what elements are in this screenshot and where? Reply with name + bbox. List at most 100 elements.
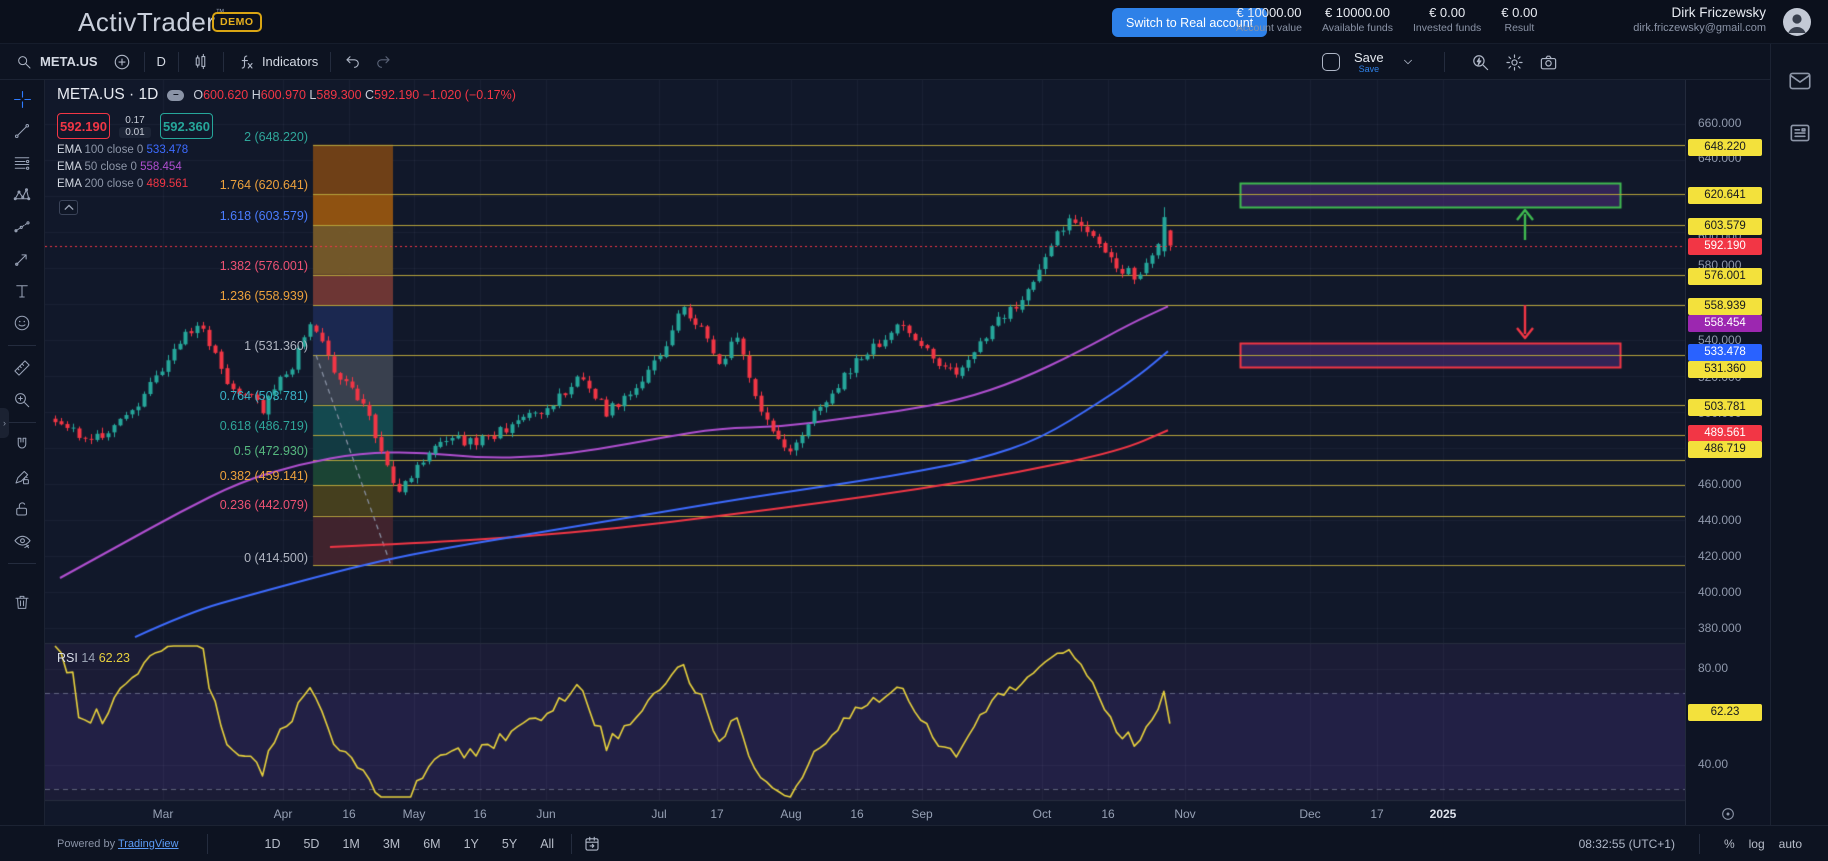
fib-level-label[interactable]: 0.382 (459.141) [219,469,308,483]
range-button-1y[interactable]: 1Y [463,836,479,851]
indicator-legend: EMA 100 close 0 533.478 EMA 50 close 0 55… [57,144,516,190]
buy-button[interactable]: 592.360 [160,113,213,139]
drawing-mode-lock-icon[interactable] [12,467,32,487]
time-label[interactable]: 16 [473,807,487,821]
fib-level-label[interactable]: 0.236 (442.079) [219,498,308,512]
quick-search-icon[interactable] [1471,52,1491,72]
collapse-symbol-icon[interactable]: – [167,89,185,101]
ema-params: 200 close 0 [84,178,144,190]
time-label[interactable]: Jun [536,807,556,821]
lock-all-icon[interactable] [12,499,32,519]
redo-icon[interactable] [373,52,393,72]
fib-level-label[interactable]: 0.5 (472.930) [233,444,308,458]
log-scale-button[interactable]: log [1748,836,1765,851]
drawing-toolbar [0,80,45,825]
trend-line-icon[interactable] [12,121,32,141]
range-button-1m[interactable]: 1M [342,836,360,851]
auto-scale-button[interactable]: auto [1778,836,1802,851]
emoji-icon[interactable] [12,313,32,333]
time-label[interactable]: Apr [273,807,293,821]
fib-level-label[interactable]: 2 (648.220) [244,130,308,144]
time-label[interactable]: Sep [911,807,933,821]
time-label[interactable]: Dec [1299,807,1321,821]
chart-style-icon[interactable] [191,52,211,72]
avatar[interactable] [1782,7,1812,37]
spread-points: 0.17 [125,114,145,126]
save-button[interactable]: Save Save [1354,51,1384,74]
time-label[interactable]: Mar [152,807,174,821]
undo-icon[interactable] [343,52,363,72]
symbol-search[interactable]: META.US [40,54,98,69]
forecast-tool-icon[interactable] [12,217,32,237]
arrow-marker-icon[interactable] [12,249,32,269]
sell-button[interactable]: 592.190 [57,113,110,139]
time-label[interactable]: May [402,807,426,821]
fib-retracement-icon[interactable] [12,153,32,173]
time-label[interactable]: 16 [850,807,864,821]
compare-add-icon[interactable] [112,52,132,72]
percent-scale-button[interactable]: % [1723,836,1735,851]
interval-button[interactable]: D [156,54,166,69]
time-label[interactable]: Jul [651,807,667,821]
chevron-down-icon[interactable] [1398,52,1418,72]
ema-legend-row[interactable]: EMA 200 close 0 489.561 [57,178,516,190]
switch-to-real-button[interactable]: Switch to Real account [1112,8,1268,37]
time-label[interactable]: 2025 [1429,807,1457,821]
snapshot-camera-icon[interactable] [1539,52,1559,72]
collapse-indicators-button[interactable] [59,200,78,215]
range-button-6m[interactable]: 6M [423,836,441,851]
ema-params: 100 close 0 [84,144,144,156]
toolbar-right-cluster: Save Save [1322,44,1559,80]
fib-level-label[interactable]: 1 (531.360) [244,339,308,353]
zoom-in-icon[interactable] [12,390,32,410]
measure-ruler-icon[interactable] [12,358,32,378]
rsi-legend[interactable]: RSI 14 62.23 [57,651,130,665]
layout-select-icon[interactable] [1322,53,1340,71]
fib-level-label[interactable]: 0 (414.500) [244,551,308,565]
time-label[interactable]: 17 [1370,807,1384,821]
range-button-3m[interactable]: 3M [382,836,401,851]
fib-level-label[interactable]: 1.236 (558.939) [219,289,308,303]
fib-level-label[interactable]: 0.764 (503.781) [219,389,308,403]
symbol-title[interactable]: META.US · 1D [57,86,159,103]
time-label[interactable]: Aug [780,807,802,821]
range-button-1d[interactable]: 1D [264,836,281,851]
clock[interactable]: 08:32:55 (UTC+1) [1578,836,1675,851]
fib-level-label[interactable]: 0.618 (486.719) [219,419,308,433]
remove-drawings-trash-icon[interactable] [12,592,32,612]
range-button-all[interactable]: All [540,836,555,851]
price-chart-canvas[interactable] [45,80,1685,825]
time-label[interactable]: 16 [342,807,356,821]
indicators-fx-icon[interactable] [236,52,256,72]
stat-value: € 10000.00 [1236,5,1302,20]
xabcd-pattern-icon[interactable] [12,185,32,205]
ema-legend-row[interactable]: EMA 100 close 0 533.478 [57,144,516,156]
go-to-date-icon[interactable] [582,834,602,854]
ema-legend-row[interactable]: EMA 50 close 0 558.454 [57,161,516,173]
crosshair-icon[interactable] [12,89,32,109]
time-label[interactable]: 17 [710,807,724,821]
range-button-5y[interactable]: 5Y [501,836,518,851]
user-info: Dirk Friczewsky dirk.friczewsky@gmail.co… [1633,5,1766,34]
tradingview-link[interactable]: TradingView [117,837,179,850]
magnet-icon[interactable] [12,435,32,455]
time-label[interactable]: Oct [1032,807,1052,821]
sidebar-expander[interactable]: › [0,408,9,438]
range-button-5d[interactable]: 5D [303,836,320,851]
fib-level-label[interactable]: 1.382 (576.001) [219,259,308,273]
mail-icon[interactable] [1787,68,1813,94]
fib-level-label[interactable]: 1.764 (620.641) [219,178,308,192]
fib-level-label[interactable]: 1.618 (603.579) [219,209,308,223]
settings-gear-icon[interactable] [1505,52,1525,72]
text-tool-icon[interactable] [12,281,32,301]
ema-name: EMA [57,178,82,190]
search-icon[interactable] [14,52,34,72]
tools-separator [8,345,36,346]
axis-settings-icon[interactable] [1720,806,1736,827]
hide-drawings-eye-icon[interactable] [12,531,32,551]
time-label[interactable]: Nov [1174,807,1196,821]
indicators-button[interactable]: Indicators [261,54,319,69]
news-icon[interactable] [1787,120,1813,146]
price-axis[interactable]: 660.000640.000600.000580.000540.000520.0… [1685,80,1770,825]
time-label[interactable]: 16 [1101,807,1115,821]
